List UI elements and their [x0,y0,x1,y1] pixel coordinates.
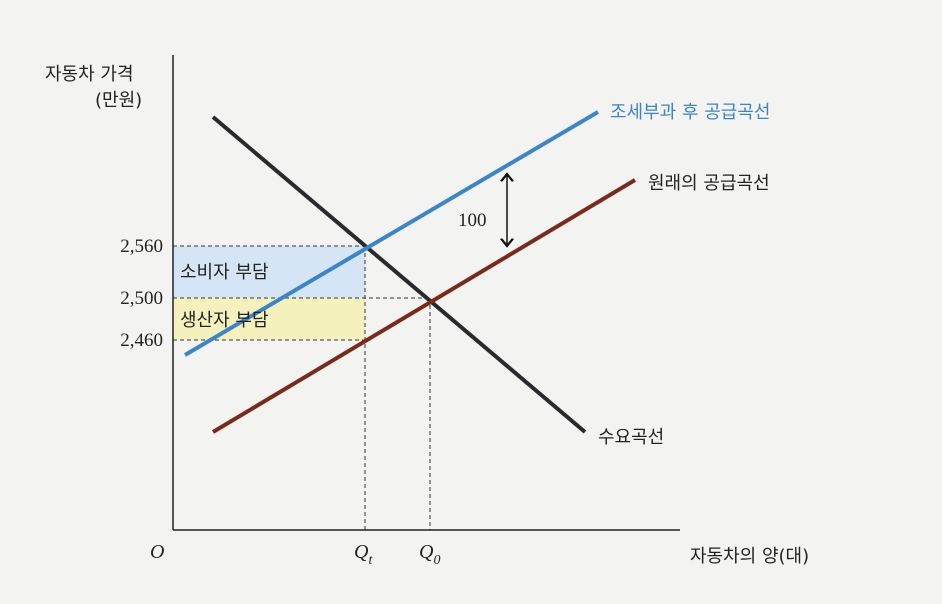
region-label: 생산자 부담 [180,310,269,331]
curve-label: 조세부과 후 공급곡선 [610,102,770,123]
x-label-sub: 0 [433,553,440,568]
consumer-region [173,246,365,298]
original-supply-curve [211,178,637,434]
curve-label: 수요곡선 [598,427,664,448]
x-label-main: Q [419,541,434,563]
taxed-supply-curve [183,110,600,357]
y-label: 2,560 [120,236,163,257]
x-title: 자동차의 양(대) [690,546,809,567]
x-label-main: Q [354,541,369,563]
y-title: (만원) [95,90,142,111]
curve-label: 원래의 공급곡선 [648,173,770,194]
demand-curve [211,115,587,434]
y-title: 자동차 가격 [45,64,134,85]
x-label: Q0 [419,541,440,568]
y-label: 2,500 [120,288,163,309]
region-label: 소비자 부담 [180,262,269,283]
y-label: 2,460 [120,330,163,351]
tax-gap: 100 [458,210,487,231]
x-label-sub: t [368,553,373,568]
x-label: Qt [354,541,373,568]
origin: O [150,541,164,563]
